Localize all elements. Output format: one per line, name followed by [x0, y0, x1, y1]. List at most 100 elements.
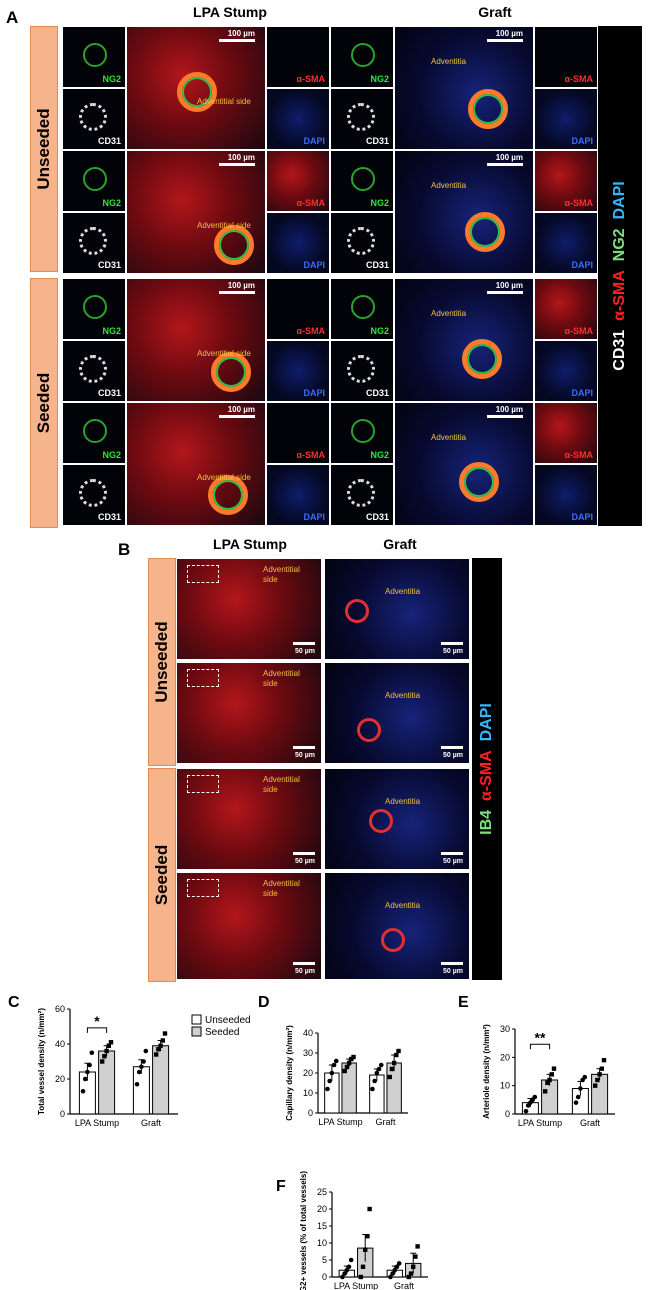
y-tick-label: 20: [500, 1052, 510, 1062]
data-point: [87, 1062, 92, 1068]
micrograph-graft: Adventitia 50 µm: [324, 872, 470, 980]
label-dapi: DAPI: [303, 260, 325, 270]
scale-bar: [487, 291, 523, 294]
scale-bar: [441, 642, 463, 645]
scale-bar: [293, 962, 315, 965]
data-point: [389, 1066, 395, 1072]
label-cd31: CD31: [365, 512, 389, 522]
scale-bar: [487, 415, 523, 418]
micrograph-merge: 100 µm Adventitial side: [126, 26, 266, 150]
panel-a-image-grid: NG2 CD31 100 µm Adventitial side α-SMA DAPI NG…: [62, 26, 598, 526]
micrograph-cd31: CD31: [62, 464, 126, 526]
label-dapi: DAPI: [571, 260, 593, 270]
data-point: [599, 1066, 604, 1071]
data-point: [342, 1271, 347, 1276]
micrograph-dapi: DAPI: [534, 212, 598, 274]
cd31-signal: [79, 355, 107, 383]
significance-marker: *: [94, 1013, 100, 1029]
ng2-signal: [351, 43, 375, 67]
data-point: [348, 1257, 354, 1263]
panel-letter-f: F: [276, 1178, 286, 1195]
micrograph-cd31: CD31: [330, 464, 394, 526]
scale-label: 50 µm: [443, 968, 463, 975]
adventitial-side-label: Adventitial side: [263, 669, 300, 688]
data-point: [162, 1031, 168, 1036]
scale-bar: [219, 415, 255, 418]
data-point: [601, 1057, 607, 1063]
data-point: [408, 1271, 414, 1276]
label-cd31: CD31: [97, 136, 121, 146]
data-point: [160, 1038, 165, 1043]
micrograph-ng2: NG2: [62, 278, 126, 340]
significance-marker: **: [535, 1029, 546, 1045]
scale-label: 100 µm: [227, 29, 255, 38]
scale-bar: [487, 163, 523, 166]
scale-label: 50 µm: [295, 648, 315, 655]
label-ng2: NG2: [102, 74, 121, 84]
label-dapi: DAPI: [303, 136, 325, 146]
panel-letter-d: D: [258, 994, 270, 1011]
adventitia-label: Adventitial side: [197, 221, 251, 230]
ng2-signal: [83, 43, 107, 67]
label-asma: α-SMA: [296, 198, 325, 208]
adventitia-label: Adventitia: [431, 309, 467, 318]
legend-swatch-unseeded: [191, 1014, 202, 1025]
data-point: [411, 1264, 416, 1269]
label-dapi: DAPI: [303, 512, 325, 522]
data-point: [390, 1271, 395, 1276]
micrograph-dapi: DAPI: [534, 88, 598, 150]
adventitia-label: Adventitia: [431, 181, 467, 190]
panel-a-tab-seeded: Seeded: [30, 278, 58, 528]
data-point: [413, 1254, 418, 1259]
y-tick-label: 30: [500, 1024, 510, 1034]
data-point: [104, 1048, 109, 1054]
data-point: [139, 1064, 144, 1070]
label-cd31: CD31: [365, 136, 389, 146]
micrograph-merge: 100 µm Adventitia: [394, 278, 534, 402]
scale-bar: [441, 852, 463, 855]
data-point: [346, 1060, 352, 1066]
region-box: [187, 565, 219, 583]
y-tick-label: 20: [317, 1204, 327, 1214]
data-point: [532, 1094, 538, 1100]
data-point: [141, 1059, 146, 1064]
data-point: [551, 1066, 557, 1071]
ng2-signal: [83, 167, 107, 191]
vessel-cross-section: [177, 72, 217, 112]
adventitial-side-label: Adventitial side: [263, 879, 300, 898]
data-point: [327, 1078, 332, 1084]
micrograph-cd31: CD31: [330, 212, 394, 274]
panel-letter-e: E: [458, 994, 469, 1011]
cd31-signal: [79, 103, 107, 131]
micrograph-merge: 100 µm Adventitia: [394, 150, 534, 274]
data-point: [346, 1264, 352, 1270]
data-point: [415, 1244, 420, 1249]
panel-a-tab-unseeded: Unseeded: [30, 26, 58, 272]
bar-unseeded: [132, 1066, 150, 1115]
adventitia-label: Adventitia: [385, 797, 421, 806]
micrograph-cd31: CD31: [62, 88, 126, 150]
ng2-signal: [351, 419, 375, 443]
significance-bracket: [86, 1027, 108, 1033]
y-axis-label: NG2+ vessels (% of total vessels): [299, 1171, 308, 1290]
micrograph-stump: Adventitial side 50 µm: [176, 558, 322, 660]
legend-swatch-seeded: [191, 1026, 202, 1037]
label-dapi: DAPI: [571, 512, 593, 522]
panel-a-title-stump: LPA Stump: [193, 4, 267, 20]
scale-label: 50 µm: [295, 858, 315, 865]
y-tick-label: 40: [303, 1028, 313, 1038]
y-tick-label: 20: [303, 1068, 313, 1078]
data-point: [394, 1264, 400, 1270]
vessel-cross-section: [208, 475, 248, 515]
data-point: [392, 1267, 398, 1273]
adventitia-label: Adventitia: [431, 57, 467, 66]
data-point: [100, 1059, 105, 1064]
data-point: [82, 1076, 88, 1082]
label-ng2: NG2: [370, 450, 389, 460]
data-point: [358, 1274, 364, 1280]
y-axis-label: Total vessel density (n/mm²): [37, 1008, 46, 1115]
adventitia-label: Adventitia: [431, 433, 467, 442]
data-point: [573, 1100, 579, 1105]
ng2-signal: [83, 419, 107, 443]
micrograph-asma: α-SMA: [266, 150, 330, 212]
